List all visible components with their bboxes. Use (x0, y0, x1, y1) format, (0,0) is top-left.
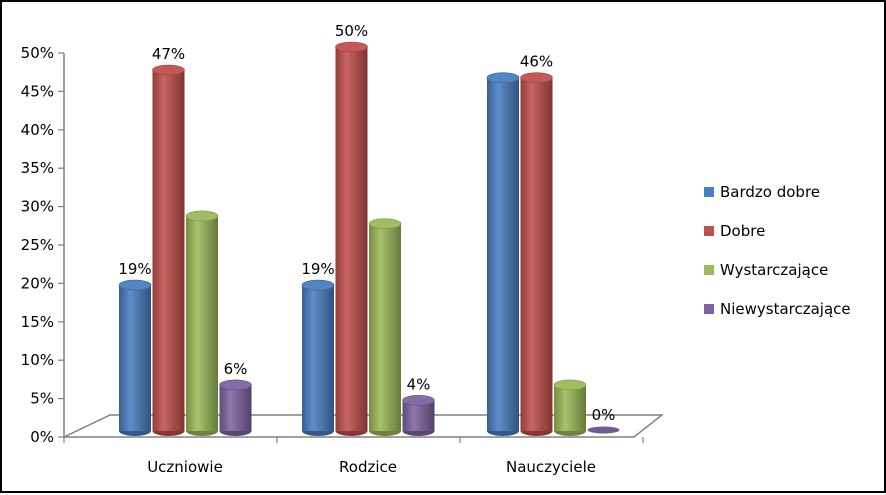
y-tick-label: 0% (30, 428, 54, 446)
bar (335, 41, 368, 436)
legend-item: Dobre (704, 222, 765, 240)
y-tick-label: 35% (21, 159, 54, 177)
data-label: 0% (592, 406, 616, 424)
x-category-label: Rodzice (339, 458, 397, 476)
data-label: 19% (118, 260, 151, 278)
bar (152, 64, 185, 436)
bar-top (486, 72, 520, 84)
data-label: 46% (520, 53, 553, 71)
bar (587, 426, 620, 434)
legend-swatch (704, 304, 714, 314)
bar (486, 72, 520, 436)
data-label: 50% (335, 22, 368, 40)
x-category-label: Nauczyciele (506, 458, 596, 476)
bar-body-front (302, 285, 334, 431)
legend-item: Niewystarczające (704, 300, 851, 318)
bar-layer (118, 41, 620, 436)
bar-top (152, 64, 185, 76)
legend-swatch (704, 265, 714, 275)
bar-body-front (520, 77, 553, 431)
bar-body-front (152, 70, 185, 431)
bar-top (520, 72, 553, 84)
bar-top (587, 426, 620, 434)
y-tick-label: 45% (21, 82, 54, 100)
y-tick-label: 25% (21, 236, 54, 254)
bar (185, 210, 219, 436)
bar-body-front (487, 77, 519, 431)
bar-top (185, 210, 219, 222)
y-tick-label: 5% (30, 390, 54, 408)
legend-label: Wystarczające (720, 261, 828, 279)
bar-top (301, 279, 335, 291)
bar (219, 379, 252, 436)
data-label: 19% (301, 260, 334, 278)
legend: Bardzo dobre Dobre Wystarczające Niewystarc… (704, 183, 851, 318)
legend-label: Niewystarczające (720, 300, 851, 318)
legend-swatch (704, 187, 714, 197)
data-label: 47% (152, 45, 185, 63)
bar-top (368, 218, 402, 229)
y-tick-label: 10% (21, 351, 54, 369)
bar-body-front (554, 384, 586, 431)
bar-body-front (186, 215, 218, 431)
y-tick-label: 30% (21, 198, 54, 216)
legend-item: Bardzo dobre (704, 183, 820, 201)
bar (368, 218, 402, 436)
bar (520, 72, 553, 436)
legend-item: Wystarczające (704, 261, 828, 279)
data-label-layer: 19% 47% 6% 19% 50% 4% 46% 0% (118, 22, 615, 424)
bar-body-front (219, 384, 252, 431)
y-tick-label: 50% (21, 44, 54, 62)
legend-label: Dobre (720, 222, 765, 240)
bar-body-front (119, 285, 151, 431)
bar-top (219, 379, 252, 391)
bar (553, 379, 587, 436)
y-tick-label: 20% (21, 274, 54, 292)
x-category-label: Uczniowie (147, 458, 223, 476)
legend-label: Bardzo dobre (720, 183, 820, 201)
data-label: 6% (224, 360, 248, 378)
bar-top (553, 379, 587, 391)
data-label: 4% (407, 375, 431, 393)
bar (402, 394, 435, 436)
bar-top (402, 394, 435, 406)
bar-top (118, 279, 152, 291)
y-tick-label: 40% (21, 121, 54, 139)
bar (301, 279, 335, 436)
bar-top (335, 41, 368, 53)
bar (118, 279, 152, 436)
bar-body-front (369, 223, 401, 431)
legend-swatch (704, 226, 714, 236)
bar-body-front (335, 47, 368, 431)
y-tick-label: 15% (21, 313, 54, 331)
